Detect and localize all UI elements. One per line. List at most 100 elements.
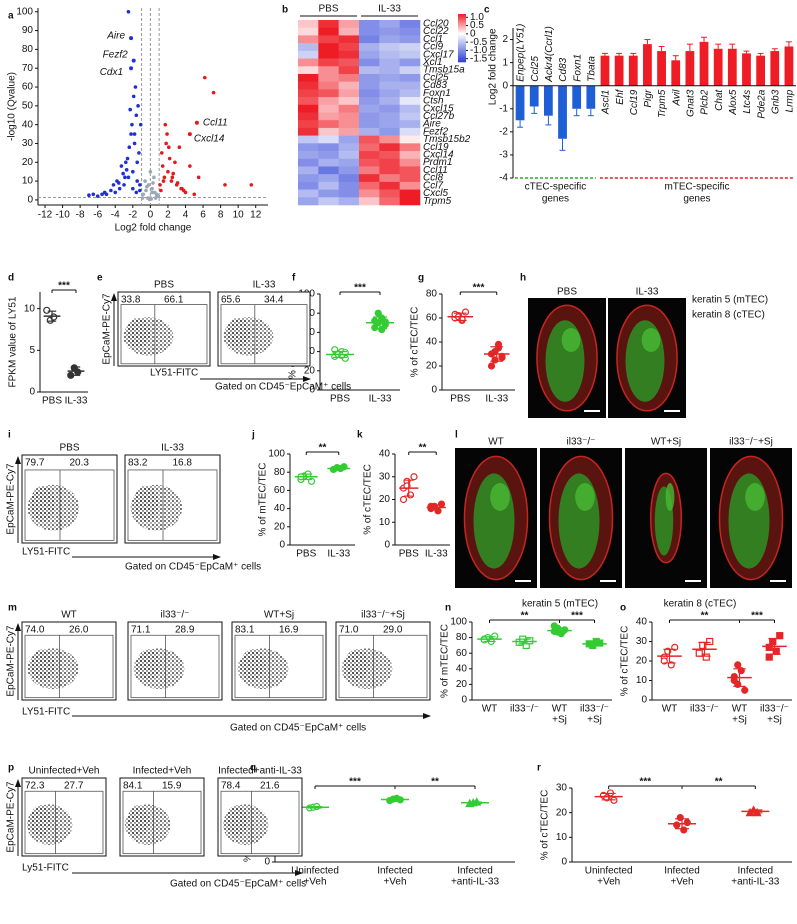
heatmap-cell bbox=[359, 27, 380, 36]
point bbox=[596, 639, 604, 647]
point bbox=[124, 168, 129, 172]
point bbox=[374, 309, 382, 317]
category-label: Ehf bbox=[615, 88, 626, 104]
quadrant-value: 83.1 bbox=[235, 625, 255, 636]
y-tick-label: -3 bbox=[499, 150, 508, 161]
bar bbox=[572, 85, 582, 109]
image-title: WT+Sj bbox=[651, 437, 681, 448]
category-label: Ccl25 bbox=[530, 56, 541, 82]
point bbox=[427, 502, 435, 510]
row-label: Trpm5 bbox=[423, 196, 452, 207]
heatmap-cell bbox=[359, 112, 380, 121]
point bbox=[158, 183, 162, 187]
annotation: Cdx1 bbox=[100, 67, 123, 78]
heatmap-cell bbox=[318, 166, 339, 175]
heatmap-cell bbox=[359, 81, 380, 90]
panel-letter: b bbox=[282, 5, 288, 16]
heatmap-cell bbox=[318, 58, 339, 67]
heatmap-cell bbox=[379, 143, 400, 152]
y-tick-label: 60 bbox=[456, 648, 468, 659]
heatmap-cell bbox=[379, 43, 400, 52]
bar bbox=[742, 53, 751, 86]
quadrant-value: 71.0 bbox=[339, 625, 359, 636]
annotated-point bbox=[129, 66, 134, 71]
heatmap-cell bbox=[338, 112, 360, 121]
heatmap-cell bbox=[379, 127, 400, 136]
category-label: il33⁻/⁻ bbox=[690, 704, 719, 715]
point bbox=[111, 183, 116, 187]
heatmap-cell bbox=[379, 151, 400, 160]
heatmap-cell bbox=[318, 66, 339, 75]
colorbar-step bbox=[458, 42, 466, 45]
flow-cloud bbox=[344, 649, 369, 681]
quadrant-value: 15.9 bbox=[162, 781, 182, 792]
quadrant-value: 78.4 bbox=[221, 781, 241, 792]
heatmap-cell bbox=[399, 197, 421, 206]
flow-title: PBS bbox=[59, 443, 79, 454]
point bbox=[410, 473, 418, 481]
colorbar-step bbox=[458, 36, 466, 39]
category-label: Ackr4(Ccrl1) bbox=[544, 26, 555, 83]
colorbar-step bbox=[458, 30, 466, 33]
heatmap-cell bbox=[379, 158, 400, 167]
image-title: WT bbox=[488, 437, 504, 448]
quadrant-value: 33.8 bbox=[121, 295, 141, 306]
y-tick-label: 0 bbox=[561, 857, 567, 868]
colorbar-step bbox=[458, 18, 466, 21]
point bbox=[100, 192, 104, 197]
heatmap-cell bbox=[399, 158, 421, 167]
heatmap-cell bbox=[379, 181, 400, 190]
heatmap-cell bbox=[298, 151, 319, 160]
image-title: PBS bbox=[557, 287, 577, 298]
gate bbox=[120, 304, 208, 365]
y-tick-label: 100 bbox=[16, 6, 33, 17]
row-label: Ccl7 bbox=[423, 180, 443, 191]
heatmap-cell bbox=[399, 127, 421, 136]
point bbox=[159, 188, 163, 193]
category-label: IL-33 bbox=[369, 394, 392, 405]
colorbar-step bbox=[458, 28, 466, 30]
point bbox=[169, 179, 174, 183]
colorbar-step bbox=[458, 51, 466, 53]
colorbar-label: -1.0 bbox=[470, 45, 488, 56]
heatmap-cell bbox=[318, 104, 339, 113]
y-tick-label: 0 bbox=[27, 195, 33, 206]
flow-cloud bbox=[127, 805, 150, 837]
heatmap-cell bbox=[298, 127, 319, 136]
point bbox=[141, 192, 146, 197]
point bbox=[119, 164, 124, 168]
bar bbox=[614, 55, 624, 86]
quadrant-value: 20.3 bbox=[70, 458, 90, 469]
heatmap-cell bbox=[359, 151, 380, 160]
heatmap-cell bbox=[379, 135, 400, 144]
quadrant-value: 28.9 bbox=[175, 625, 195, 636]
point bbox=[137, 151, 141, 155]
category-label: +anti-IL-33 bbox=[451, 877, 500, 888]
flow-cloud bbox=[126, 317, 151, 348]
row-label: Aire bbox=[422, 119, 441, 130]
colorbar-step bbox=[458, 60, 466, 63]
y-tick-label: 40 bbox=[456, 663, 468, 674]
panel-letter: e bbox=[97, 273, 103, 284]
point bbox=[171, 171, 175, 176]
bar bbox=[770, 51, 780, 86]
panel-letter: l bbox=[455, 430, 458, 441]
flow-x-label: LY51-FITC bbox=[22, 707, 70, 718]
heatmap-cell bbox=[359, 143, 380, 152]
category-label: Enpep(LY51) bbox=[516, 24, 527, 82]
point bbox=[192, 192, 197, 197]
sig-label: *** bbox=[639, 777, 651, 788]
category-label: il33⁻/⁻ bbox=[580, 704, 609, 715]
flow-cloud bbox=[225, 805, 248, 837]
point bbox=[202, 75, 207, 80]
point bbox=[127, 145, 132, 150]
flow-cloud bbox=[133, 485, 159, 521]
heatmap-cell bbox=[379, 35, 400, 44]
category-label: Infected bbox=[377, 866, 413, 877]
tissue-medulla bbox=[665, 483, 675, 511]
category-label: Lrmp bbox=[785, 89, 796, 112]
heatmap-cell bbox=[298, 181, 319, 190]
x-tick-label: 4 bbox=[183, 210, 189, 221]
y-tick-label: 10 bbox=[22, 176, 34, 187]
bar bbox=[685, 51, 695, 86]
